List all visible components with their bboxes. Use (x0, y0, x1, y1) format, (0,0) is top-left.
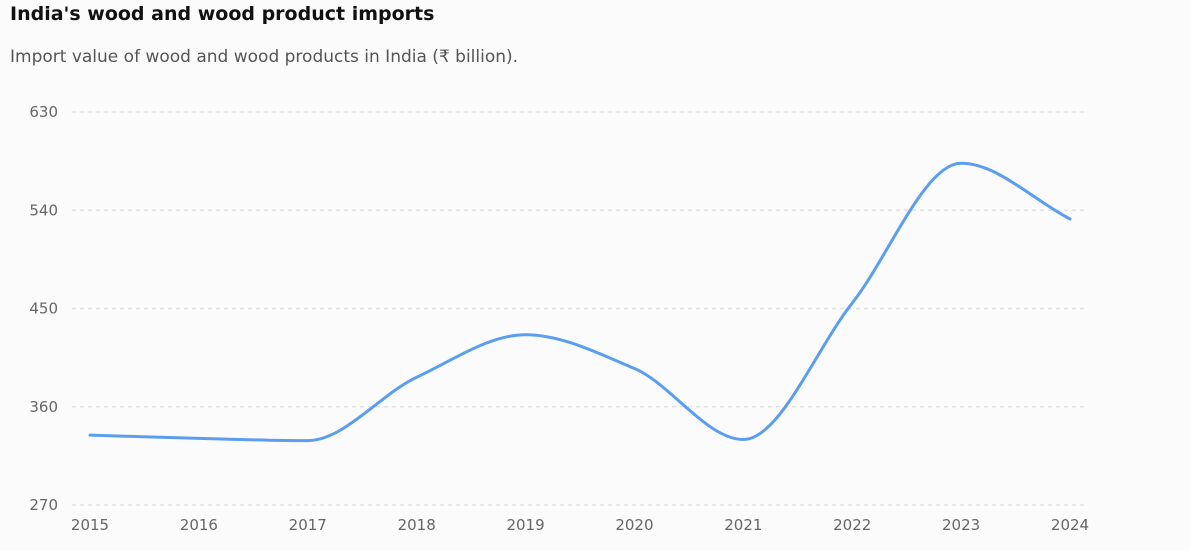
y-tick-label: 630 (29, 103, 58, 121)
x-tick-label: 2018 (398, 516, 436, 534)
y-tick-label: 360 (29, 398, 58, 416)
data-point-2016[interactable] (193, 432, 205, 444)
x-tick-label: 2019 (506, 516, 544, 534)
series-layer (84, 157, 1076, 447)
data-point-2021[interactable] (737, 434, 749, 446)
y-tick-label: 450 (29, 300, 58, 318)
x-tick-label: 2024 (1051, 516, 1089, 534)
x-tick-label: 2020 (615, 516, 653, 534)
data-point-2019[interactable] (520, 329, 532, 341)
x-tick-label: 2023 (942, 516, 980, 534)
x-axis-ticks: 2015 2016 2017 2018 2019 2020 2021 2022 2023 2024 (71, 516, 1089, 534)
chart-title: India's wood and wood product imports (10, 3, 435, 25)
y-axis-ticks: 270 360 450 540 630 (29, 103, 58, 514)
x-tick-label: 2016 (180, 516, 218, 534)
chart-subtitle: Import value of wood and wood products i… (10, 47, 519, 67)
data-point-2024[interactable] (1064, 213, 1076, 225)
x-tick-label: 2015 (71, 516, 109, 534)
series-line-0 (88, 161, 1072, 443)
data-point-2017[interactable] (302, 435, 314, 447)
data-point-2023[interactable] (955, 157, 967, 169)
x-tick-label: 2017 (289, 516, 327, 534)
data-point-2018[interactable] (411, 371, 423, 383)
x-tick-label: 2022 (833, 516, 871, 534)
x-tick-label: 2021 (724, 516, 762, 534)
data-point-2020[interactable] (628, 363, 640, 375)
gridlines (72, 111, 1088, 506)
y-tick-label: 270 (29, 496, 58, 514)
data-point-2015[interactable] (84, 429, 96, 441)
data-point-2022[interactable] (846, 297, 858, 309)
y-tick-label: 540 (29, 201, 58, 219)
